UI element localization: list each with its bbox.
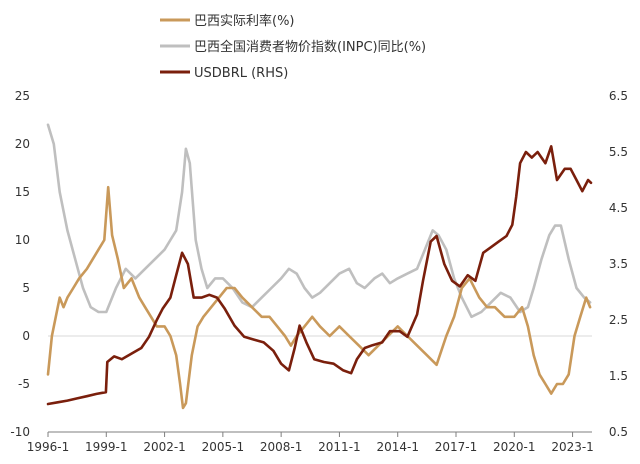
x-tick-label: 2011-1 [318,440,361,454]
y-left-tick-label: 15 [15,185,30,199]
legend-item: 巴西全国消费者物价指数(INPC)同比(%) [160,39,426,55]
legend: 巴西实际利率(%) 巴西全国消费者物价指数(INPC)同比(%) USDBRL (R… [160,13,426,81]
x-tick-label: 2014-1 [376,440,419,454]
y-left-tick-label: 5 [22,281,30,295]
y-left-tick-label: 0 [22,329,30,343]
y-left-axis: 25 20 15 10 5 0 -5 -10 [10,89,30,439]
y-right-tick-label: 2.5 [609,313,628,327]
y-right-tick-label: 3.5 [609,257,628,271]
x-tick-label: 2002-1 [143,440,186,454]
x-tick-label: 2020-1 [493,440,536,454]
y-right-tick-label: 4.5 [609,201,628,215]
y-left-tick-label: -5 [18,377,30,391]
x-tick-label: 1996-1 [27,440,70,454]
legend-label: 巴西全国消费者物价指数(INPC)同比(%) [194,39,426,55]
series-line-3 [46,145,593,406]
y-right-tick-label: 5.5 [609,145,628,159]
x-tick-label: 2005-1 [202,440,245,454]
y-right-tick-label: 6.5 [609,89,628,103]
y-left-tick-label: 25 [15,89,30,103]
x-axis: 1996-1 1999-1 2002-1 2005-1 2008-1 2011-1 2014… [27,431,594,454]
y-left-tick-label: 20 [15,137,30,151]
x-tick-label: 2017-1 [435,440,478,454]
y-right-axis: 6.5 5.5 4.5 3.5 2.5 1.5 0.5 [609,89,628,439]
legend-label: USDBRL (RHS) [194,66,288,81]
x-tick-label: 2023-1 [551,440,594,454]
legend-label: 巴西实际利率(%) [194,13,295,29]
y-right-tick-label: 1.5 [609,369,628,383]
legend-item: 巴西实际利率(%) [160,13,295,29]
series-line-1 [46,123,592,319]
y-left-tick-label: -10 [10,425,30,439]
y-left-tick-label: 10 [15,233,30,247]
y-right-tick-label: 0.5 [609,425,628,439]
legend-item: USDBRL (RHS) [160,66,288,81]
x-tick-label: 1999-1 [85,440,128,454]
x-tick-label: 2008-1 [260,440,303,454]
series-layer [46,123,593,410]
series-line-2 [46,185,592,410]
